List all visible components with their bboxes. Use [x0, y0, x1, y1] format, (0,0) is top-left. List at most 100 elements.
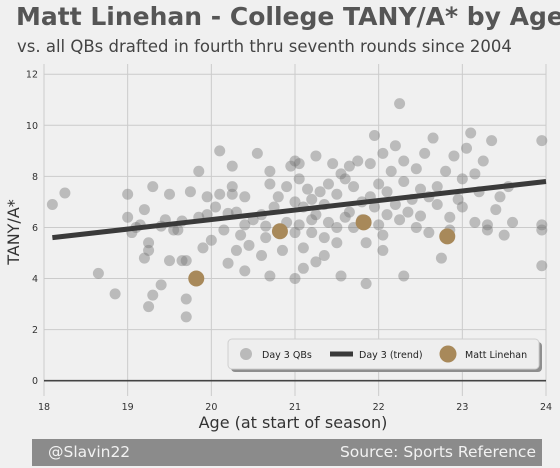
qb-point	[318, 232, 330, 244]
qb-point	[415, 183, 426, 195]
qb-point	[423, 227, 435, 239]
y-tick-label: 10	[26, 121, 38, 132]
qb-point	[398, 270, 410, 282]
qb-point	[339, 173, 351, 185]
qb-point	[477, 155, 489, 167]
qb-point	[452, 193, 464, 205]
qb-point	[377, 147, 389, 159]
legend-box	[227, 338, 540, 370]
qb-point	[235, 229, 247, 241]
qb-point	[536, 224, 548, 236]
linehan-point	[188, 270, 205, 287]
qb-point	[331, 237, 343, 249]
linehan-point	[355, 214, 372, 231]
qb-point	[368, 201, 380, 213]
qb-point	[230, 244, 242, 256]
qb-point	[289, 273, 301, 285]
qb-point	[360, 278, 372, 290]
qb-point	[256, 250, 268, 262]
qb-point	[448, 150, 460, 162]
legend-label-trend: Day 3 (trend)	[359, 350, 423, 361]
qb-point	[419, 147, 431, 159]
qb-point	[389, 140, 401, 152]
y-axis-label: TANY/A*	[4, 199, 23, 266]
qb-point	[461, 142, 473, 154]
qb-point	[368, 130, 380, 142]
chart-title: Matt Linehan - College TANY/A* by Age	[16, 2, 560, 31]
qb-point	[164, 255, 175, 267]
qb-point	[251, 147, 263, 159]
qb-point	[348, 181, 360, 193]
qb-point	[385, 165, 397, 177]
qb-point	[226, 160, 238, 172]
footer-credit: @Slavin22	[48, 443, 131, 461]
qb-point	[239, 191, 251, 203]
x-tick-label: 23	[456, 402, 468, 413]
qb-point	[394, 214, 406, 226]
qb-point	[373, 219, 385, 231]
qb-point	[456, 173, 468, 185]
qb-point	[147, 181, 159, 193]
qb-point	[143, 237, 155, 249]
qb-point	[507, 216, 519, 228]
qb-point	[469, 216, 481, 228]
qb-point	[197, 242, 209, 254]
qb-point	[377, 244, 389, 256]
qb-point	[143, 244, 155, 256]
data-marks	[46, 98, 548, 323]
qb-point	[360, 237, 372, 249]
qb-point	[377, 229, 389, 241]
qb-point	[536, 135, 548, 147]
qb-point	[410, 163, 422, 175]
qb-point	[214, 145, 226, 157]
x-tick-label: 20	[205, 402, 217, 413]
qb-point	[410, 221, 422, 233]
qb-point	[536, 219, 548, 231]
qb-point	[264, 270, 276, 282]
qb-point	[138, 204, 150, 216]
qb-point	[352, 155, 364, 167]
qb-point	[381, 209, 393, 221]
y-tick-label: 0	[32, 376, 38, 387]
legend-label-day3: Day 3 QBs	[262, 350, 312, 361]
qb-point	[302, 183, 314, 195]
qb-point	[222, 257, 234, 269]
footer-source: Source: Sports Reference	[339, 443, 536, 461]
qb-point	[469, 168, 481, 180]
qb-point	[281, 181, 293, 193]
qb-point	[314, 186, 326, 198]
qb-point	[322, 216, 334, 228]
qb-point	[92, 267, 104, 279]
qb-point	[331, 221, 343, 233]
qb-point	[226, 188, 238, 200]
y-tick-label: 2	[32, 325, 38, 336]
qb-point	[327, 158, 339, 170]
qb-point	[59, 187, 71, 199]
qb-point	[193, 165, 205, 177]
legend-label-linehan: Matt Linehan	[465, 350, 527, 361]
qb-point	[293, 158, 305, 170]
x-tick-label: 18	[38, 402, 50, 413]
qb-point	[435, 252, 447, 264]
qb-point	[335, 270, 347, 282]
qb-point	[310, 209, 322, 221]
qb-point	[264, 178, 276, 190]
qb-point	[364, 158, 376, 170]
qb-point	[297, 262, 309, 274]
qb-point	[214, 188, 226, 200]
qb-point	[381, 186, 393, 198]
qb-point	[331, 188, 343, 200]
qb-point	[318, 250, 330, 262]
grid	[43, 64, 547, 396]
legend: Day 3 QBs Day 3 (trend) Matt Linehan	[227, 338, 542, 372]
qb-point	[243, 239, 255, 251]
qb-point	[201, 191, 213, 203]
x-tick-label: 21	[289, 402, 301, 413]
qb-point	[164, 188, 175, 200]
qb-point	[536, 260, 548, 272]
qb-point	[431, 198, 443, 210]
qb-point	[46, 198, 58, 210]
y-tick-label: 6	[32, 223, 38, 234]
qb-point	[226, 181, 238, 193]
